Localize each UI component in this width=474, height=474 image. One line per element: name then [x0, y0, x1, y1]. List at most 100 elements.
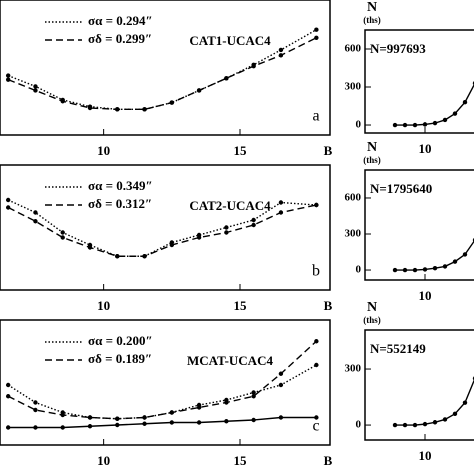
y-tick-label: 0: [356, 119, 362, 131]
panel-frame: [0, 0, 331, 136]
y-tick-label: 0: [356, 264, 362, 276]
data-point: [251, 390, 256, 395]
panel-label: CAT2-UCAC4: [189, 198, 271, 213]
data-point: [142, 107, 147, 112]
data-point: [251, 394, 256, 399]
data-point: [142, 421, 147, 426]
x-tick-label: 10: [97, 298, 110, 313]
data-point: [169, 410, 175, 415]
data-point: [278, 371, 284, 376]
data-point: [169, 242, 175, 248]
data-point: [442, 264, 448, 269]
series-line: [7, 204, 317, 257]
data-point: [60, 99, 65, 104]
y-axis-label: N: [367, 300, 377, 315]
x-axis-label: B: [324, 298, 333, 313]
data-point: [402, 267, 408, 273]
data-point: [278, 53, 284, 58]
data-point: [33, 400, 38, 405]
legend-label: σδ = 0.312″: [88, 196, 152, 211]
data-point: [422, 421, 428, 427]
data-point: [314, 415, 319, 420]
y-axis-unit: (ths): [363, 155, 381, 165]
data-point: [5, 382, 11, 388]
data-point: [432, 420, 438, 425]
data-point: [196, 405, 202, 410]
data-point: [402, 422, 408, 428]
y-tick-label: 600: [345, 43, 362, 55]
data-point: [422, 122, 428, 127]
data-point: [87, 415, 93, 420]
data-point: [392, 122, 398, 128]
data-point: [115, 416, 120, 421]
data-point: [224, 400, 229, 405]
data-point: [278, 200, 284, 205]
data-point: [115, 254, 120, 259]
series-line: [7, 340, 317, 420]
data-point: [412, 122, 418, 128]
data-point: [392, 422, 398, 428]
series-line: [395, 240, 474, 271]
data-point: [115, 422, 120, 428]
x-tick-label: 10: [419, 288, 432, 303]
annotation: N=997693: [370, 41, 426, 56]
data-point: [60, 235, 65, 240]
x-axis-label: B: [324, 143, 333, 158]
data-point: [196, 88, 202, 93]
panel-label: CAT1-UCAC4: [189, 33, 271, 48]
data-point: [87, 424, 93, 429]
y-axis-label: N: [367, 140, 377, 155]
data-point: [314, 362, 319, 368]
data-point: [452, 111, 458, 116]
x-tick-label: 10: [419, 141, 432, 156]
data-point: [60, 412, 65, 418]
y-tick-label: 0: [356, 419, 362, 431]
x-tick-label: 15: [234, 453, 248, 468]
data-point: [278, 382, 284, 388]
legend-label: σα = 0.349″: [88, 178, 153, 193]
data-point: [60, 230, 65, 235]
data-point: [422, 267, 428, 272]
data-point: [196, 420, 202, 425]
x-tick-label: 10: [97, 453, 110, 468]
y-tick-label: 300: [345, 228, 362, 240]
data-point: [452, 411, 458, 417]
data-point: [442, 117, 448, 123]
y-axis-unit: (ths): [363, 315, 381, 325]
data-point: [278, 415, 284, 420]
data-point: [60, 425, 65, 430]
data-point: [169, 100, 175, 105]
data-point: [251, 63, 256, 69]
series-line: [7, 364, 317, 420]
data-point: [5, 394, 11, 399]
data-point: [251, 222, 256, 228]
data-point: [5, 73, 11, 78]
data-point: [142, 254, 147, 259]
series-line: [7, 199, 317, 257]
data-point: [224, 225, 229, 230]
data-point: [452, 259, 458, 264]
y-axis-label: N: [367, 0, 377, 15]
data-point: [5, 425, 11, 430]
legend-label: σδ = 0.299″: [88, 31, 152, 46]
panel-frame: [0, 164, 331, 291]
x-tick-label: 15: [234, 143, 248, 158]
data-point: [33, 210, 38, 215]
annotation: N=552149: [370, 341, 426, 356]
data-point: [251, 417, 256, 423]
panel-letter: c: [312, 418, 319, 435]
legend-label: σα = 0.200″: [88, 333, 153, 348]
data-point: [87, 105, 93, 111]
series-line: [395, 83, 474, 126]
panel-frame: [0, 319, 331, 446]
series-line: [8, 416, 317, 429]
legend-label: σα = 0.294″: [88, 13, 153, 28]
data-point: [432, 266, 438, 271]
y-tick-label: 300: [345, 363, 362, 375]
legend-label: σδ = 0.189″: [88, 351, 152, 366]
data-point: [314, 35, 319, 40]
data-point: [314, 202, 319, 208]
data-point: [196, 235, 202, 240]
y-tick-label: 600: [345, 192, 362, 204]
data-point: [5, 197, 11, 203]
